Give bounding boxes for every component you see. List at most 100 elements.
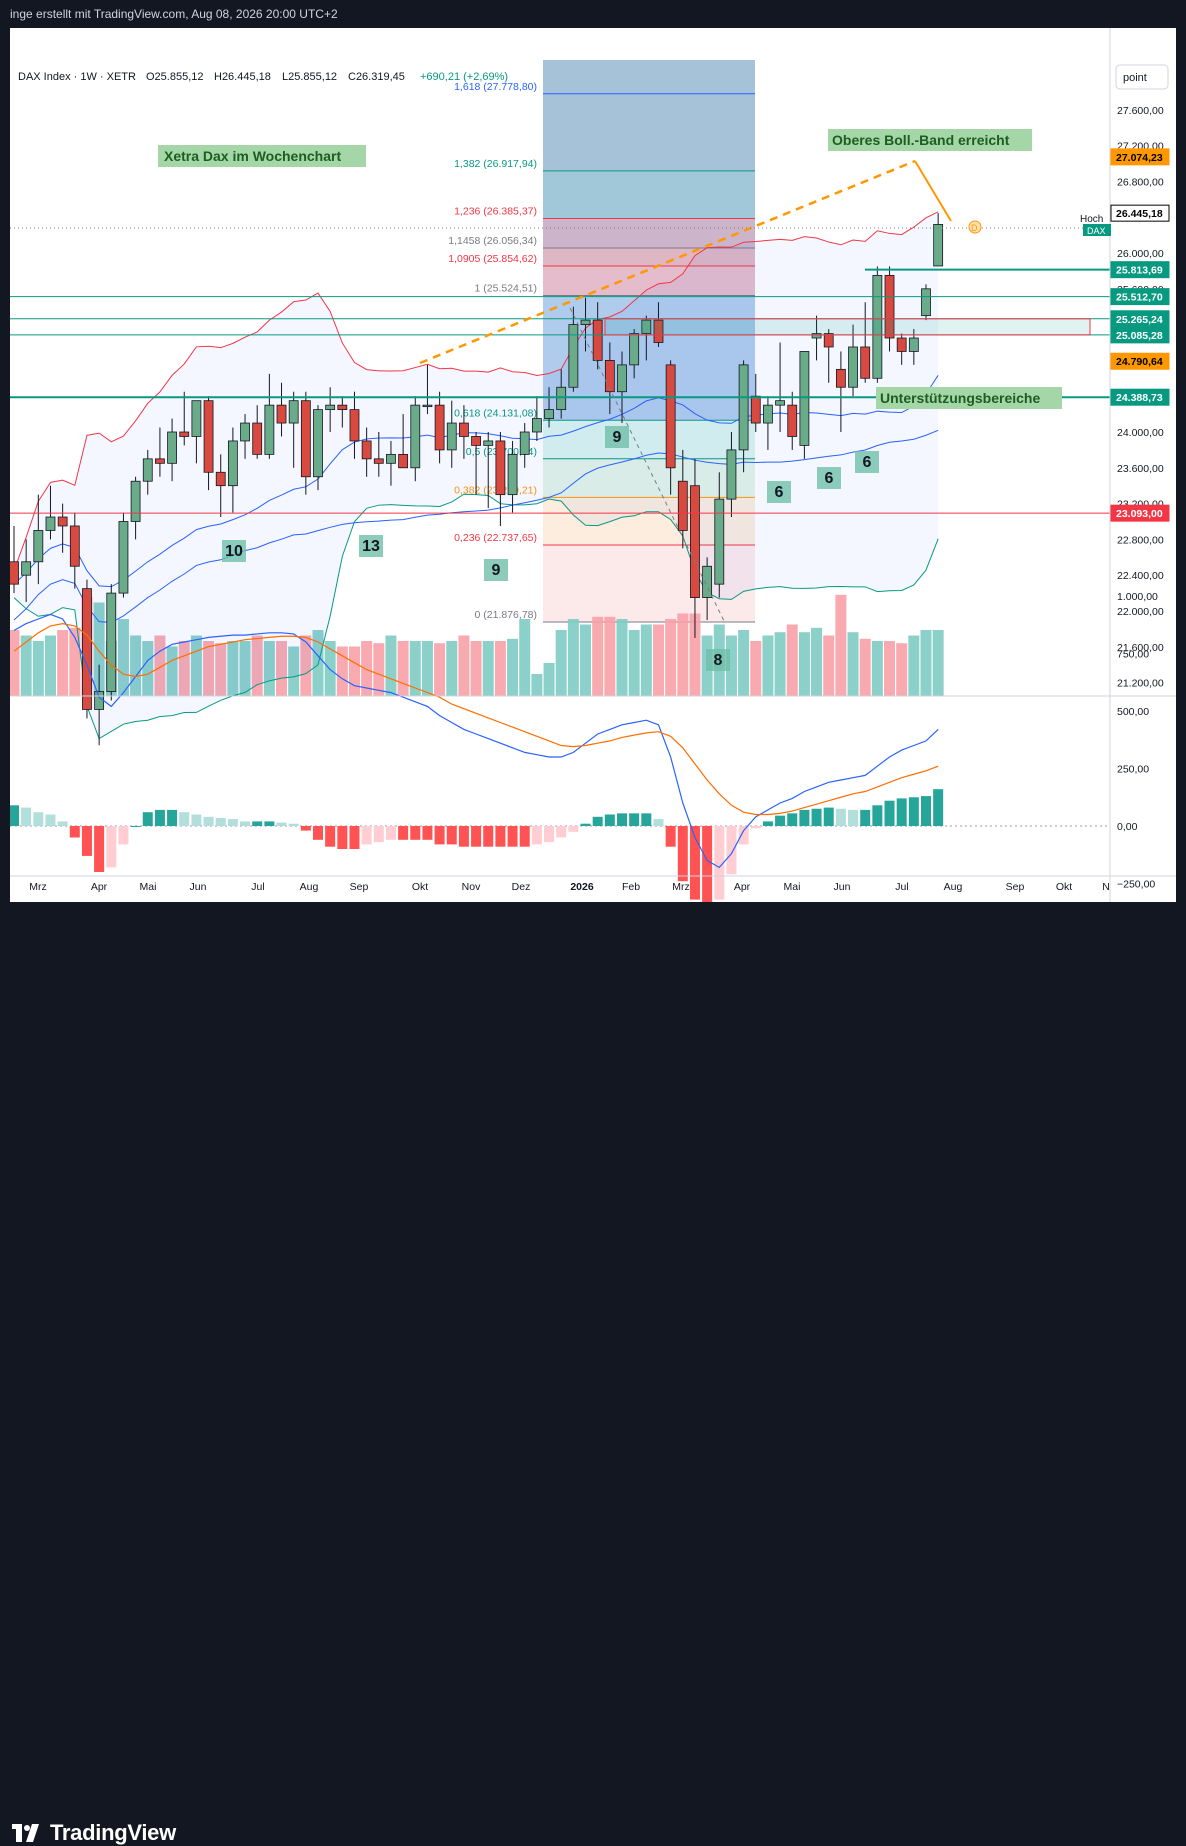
- price-tag-label: 23.093,00: [1116, 508, 1163, 520]
- fib-level-label: 1,1458 (26.056,34): [448, 235, 537, 247]
- time-axis-label: Jun: [834, 881, 851, 893]
- candle-body: [751, 396, 760, 423]
- candle-body: [776, 401, 785, 405]
- time-axis-label: Aug: [944, 881, 963, 893]
- time-axis-label: Feb: [622, 881, 640, 893]
- volume-bar: [33, 641, 44, 696]
- price-axis-tick: 22.400,00: [1117, 570, 1164, 582]
- candle-body: [204, 401, 213, 473]
- time-axis-label: 2026: [570, 881, 594, 893]
- candle-body: [22, 562, 31, 575]
- candle-body: [824, 334, 833, 347]
- candle-body: [155, 459, 164, 463]
- count-label: 10: [225, 543, 243, 560]
- count-label: 9: [492, 562, 501, 579]
- price-axis-tick: 22.000,00: [1117, 606, 1164, 618]
- legend-change: +690,21 (+2,69%): [420, 71, 508, 83]
- macd-histogram-bar: [459, 826, 469, 847]
- candle-body: [496, 441, 505, 495]
- volume-bar: [45, 636, 56, 697]
- candle-body: [520, 432, 529, 454]
- candle-body: [338, 405, 347, 409]
- candle-body: [131, 481, 140, 521]
- macd-histogram-bar: [94, 826, 104, 872]
- candle-body: [180, 432, 189, 436]
- macd-histogram-bar: [70, 826, 80, 838]
- macd-histogram-bar: [191, 815, 201, 827]
- macd-histogram-bar: [726, 826, 736, 874]
- volume-bar: [653, 625, 664, 697]
- macd-histogram-bar: [544, 826, 554, 842]
- macd-histogram-bar: [313, 826, 323, 840]
- price-tag-label: 24.388,73: [1116, 392, 1163, 404]
- candle-body: [727, 450, 736, 499]
- macd-histogram-bar: [277, 823, 287, 826]
- macd-histogram-bar: [593, 817, 603, 826]
- candle-body: [95, 692, 104, 710]
- support-annotation-text: Unterstützungsbereiche: [880, 390, 1040, 406]
- macd-histogram-bar: [909, 797, 919, 826]
- candle-body: [168, 432, 177, 463]
- fib-level-label: 1,0905 (25.854,62): [448, 253, 537, 265]
- volume-bar: [349, 647, 360, 697]
- macd-axis-tick: 0,00: [1117, 821, 1138, 833]
- volume-bar: [665, 619, 676, 696]
- legend-high: H26.445,18: [214, 71, 271, 83]
- candle-body: [630, 334, 639, 365]
- d-marker-text: D: [971, 223, 978, 233]
- volume-bar: [848, 632, 859, 696]
- candle-body: [216, 472, 225, 485]
- candle-body: [314, 410, 323, 477]
- time-axis-label: Mrz: [672, 881, 690, 893]
- candle-body: [861, 347, 870, 378]
- candle-body: [593, 320, 602, 360]
- chart-svg[interactable]: 1,618 (27.778,80) 1,382 (26.917,94) 1,236 …: [10, 28, 1176, 902]
- price-axis-tick: 23.600,00: [1117, 463, 1164, 475]
- candle-body: [326, 405, 335, 409]
- volume-bar: [592, 617, 603, 696]
- count-label: 8: [714, 652, 723, 669]
- support-zone-rect: [605, 319, 1090, 335]
- macd-histogram-bar: [508, 826, 518, 847]
- price-tag-label: 25.085,28: [1116, 330, 1163, 342]
- volume-bar: [860, 639, 871, 696]
- tradingview-logo[interactable]: TradingView: [12, 1820, 176, 1846]
- candle-body: [739, 365, 748, 450]
- macd-histogram-bar: [337, 826, 347, 849]
- time-axis-label: Nov: [462, 881, 481, 893]
- volume-bar: [10, 630, 20, 696]
- volume-bar: [872, 641, 883, 696]
- candle-body: [690, 486, 699, 598]
- macd-histogram-bar: [532, 826, 542, 844]
- candle-body: [289, 401, 298, 423]
- chart-area[interactable]: 1,618 (27.778,80) 1,382 (26.917,94) 1,236 …: [10, 28, 1176, 902]
- macd-histogram-bar: [605, 815, 615, 827]
- fib-level-label: 1,236 (26.385,37): [454, 206, 537, 218]
- macd-histogram-bar: [933, 789, 943, 826]
- candle-body: [107, 593, 116, 691]
- candle-body: [618, 365, 627, 392]
- price-axis-tick: 21.200,00: [1117, 678, 1164, 690]
- legend-symbol: DAX Index · 1W · XETR: [18, 71, 136, 83]
- macd-axis-tick: 250,00: [1117, 764, 1149, 776]
- price-axis-tick: 22.800,00: [1117, 534, 1164, 546]
- macd-histogram-bar: [21, 808, 31, 826]
- price-tag-label: 25.512,70: [1116, 292, 1163, 304]
- time-axis-label: Okt: [412, 881, 428, 893]
- fib-zone: [543, 219, 755, 248]
- volume-bar: [787, 625, 798, 697]
- candle-body: [228, 441, 237, 486]
- macd-histogram-bar: [897, 798, 907, 826]
- macd-histogram-bar: [848, 810, 858, 826]
- candle-body: [374, 459, 383, 463]
- volume-bar: [762, 636, 773, 697]
- volume-bar: [617, 619, 628, 696]
- macd-axis-tick: −250,00: [1117, 879, 1155, 891]
- fib-level-label: 1 (25.524,51): [475, 283, 537, 295]
- price-tag-label: 25.813,69: [1116, 265, 1163, 277]
- macd-histogram-bar: [739, 826, 749, 844]
- count-label: 6: [825, 470, 834, 487]
- time-axis-label: Jul: [251, 881, 264, 893]
- candle-body: [605, 360, 614, 391]
- count-label: 6: [863, 454, 872, 471]
